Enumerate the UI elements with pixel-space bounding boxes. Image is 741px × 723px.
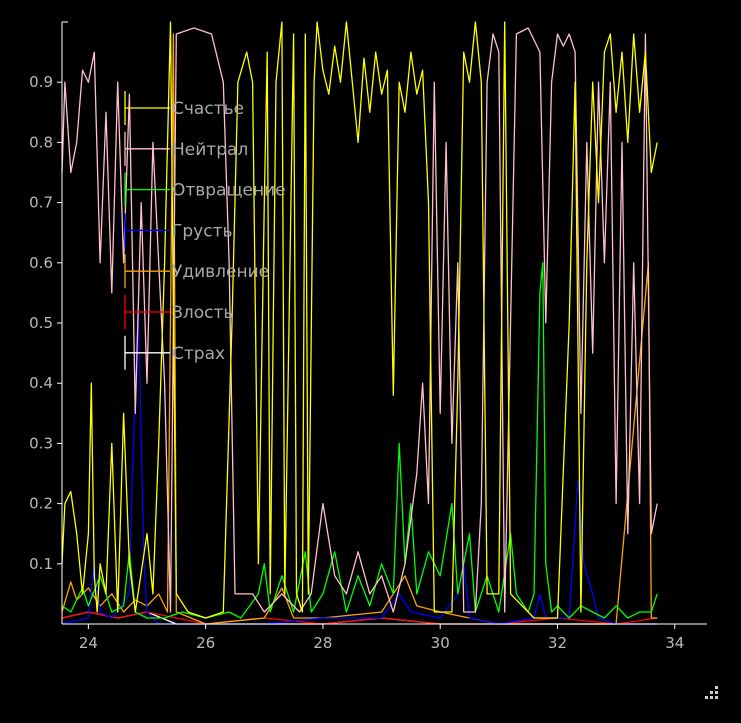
x-tick-label: 28 — [313, 634, 332, 652]
legend-label: Отвращение — [172, 181, 286, 201]
x-tick-label: 34 — [665, 634, 684, 652]
x-tick-label: 24 — [79, 634, 98, 652]
series-line-4 — [61, 310, 658, 625]
y-tick-label: 0.5 — [29, 314, 53, 332]
x-tick-label: 26 — [196, 634, 215, 652]
series-line-2 — [61, 27, 658, 613]
y-tick-label: 0.7 — [29, 194, 53, 212]
series-line-3 — [61, 262, 658, 619]
legend-label: Удивление — [172, 262, 269, 282]
y-tick-label: 0.6 — [29, 254, 53, 272]
legend-label: Счастье — [172, 99, 244, 119]
series-line-1 — [61, 21, 658, 619]
y-tick-label: 0.8 — [29, 133, 53, 151]
resize-grip-icon[interactable] — [705, 686, 719, 700]
legend-label: Нейтрал — [172, 140, 248, 160]
axes: 0.1 0.2 0.3 0.4 0.5 0.6 0.7 0.8 0.9 24 26 28 30 32 34 — [29, 21, 707, 652]
legend-label: Страх — [172, 344, 225, 364]
legend-label: Злость — [172, 303, 233, 323]
legend: Счастье Нейтрал Отвращение Грусть Удивление З… — [124, 91, 286, 370]
legend-label: Грусть — [172, 221, 233, 241]
y-tick-label: 0.4 — [29, 374, 53, 392]
series-layer — [61, 21, 658, 625]
y-tick-label: 0.1 — [29, 555, 53, 573]
y-tick-label: 0.9 — [29, 73, 53, 91]
x-tick-label: 30 — [431, 634, 450, 652]
y-tick-label: 0.2 — [29, 495, 53, 513]
x-tick-label: 32 — [548, 634, 567, 652]
y-tick-label: 0.3 — [29, 434, 53, 452]
